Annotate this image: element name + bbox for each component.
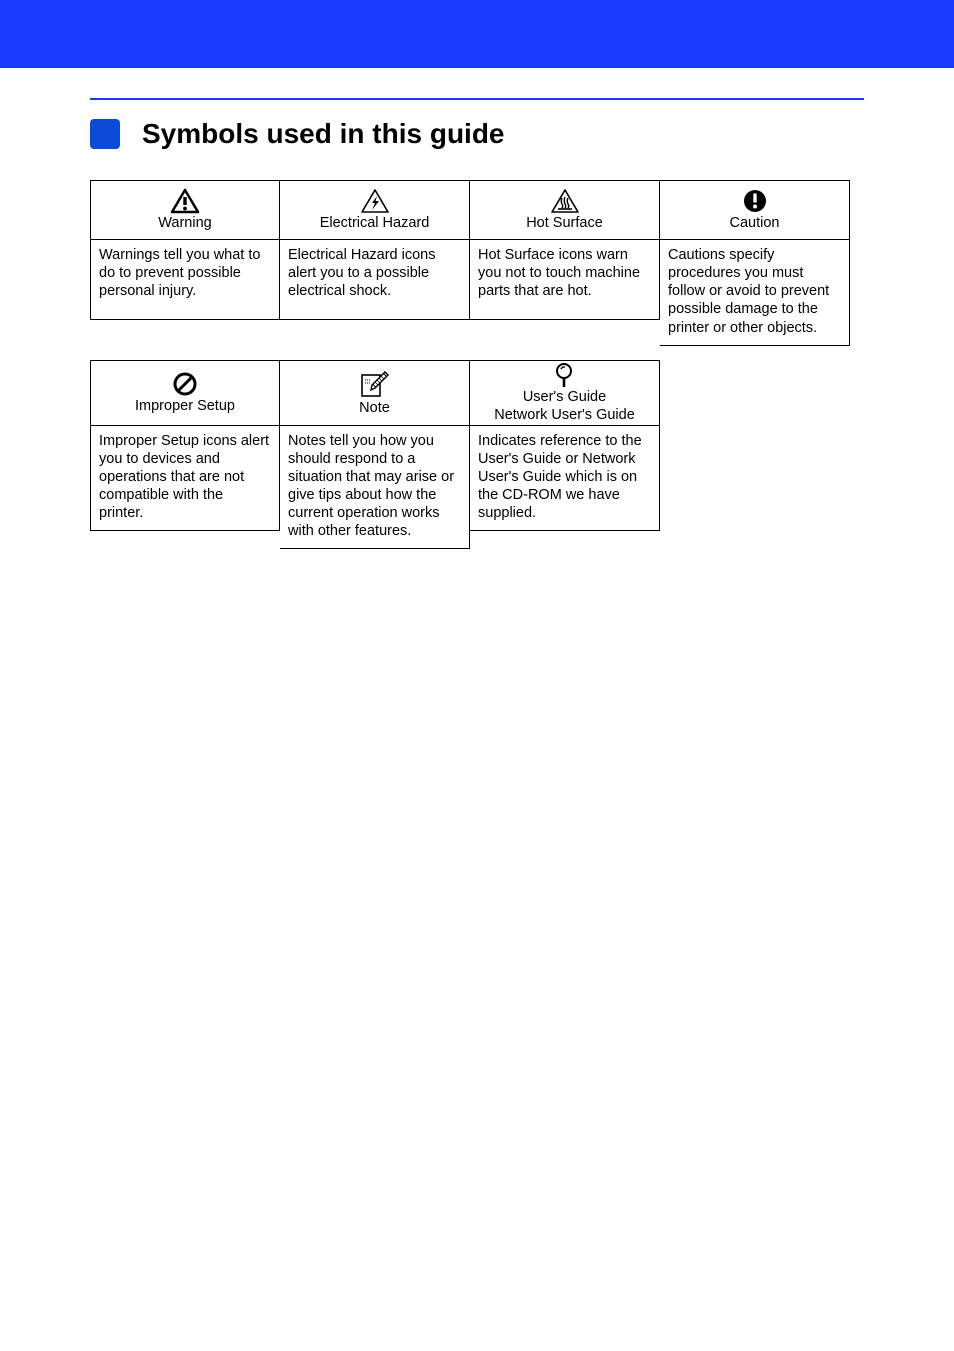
magnifier-icon — [554, 362, 576, 388]
heading-marker — [90, 119, 120, 149]
symbol-description: Cautions specify procedures you must fol… — [660, 240, 850, 346]
symbol-label: Hot Surface — [526, 216, 603, 232]
caution-icon — [742, 188, 768, 214]
note-icon — [359, 369, 391, 399]
symbol-cell-warning: Warning Warnings tell you what to do to … — [90, 180, 280, 346]
symbol-icon-area: Caution — [660, 180, 850, 240]
symbol-label: Caution — [730, 216, 780, 232]
symbol-grid: Warning Warnings tell you what to do to … — [90, 180, 864, 549]
horizontal-rule — [90, 98, 864, 100]
page-title: Symbols used in this guide — [142, 118, 505, 150]
symbol-icon-area: Hot Surface — [470, 180, 660, 240]
symbol-row: Improper Setup Improper Setup icons aler… — [90, 360, 864, 550]
improper-setup-icon — [172, 371, 198, 397]
symbol-icon-area: User's Guide Network User's Guide — [470, 360, 660, 426]
symbol-description: Warnings tell you what to do to prevent … — [90, 240, 280, 320]
hot-surface-icon — [550, 188, 580, 214]
symbol-label: Note — [359, 401, 390, 417]
symbol-cell-users-guide: User's Guide Network User's Guide Indica… — [470, 360, 660, 550]
electrical-hazard-icon — [360, 188, 390, 214]
heading-row: Symbols used in this guide — [90, 118, 864, 150]
symbol-label: Electrical Hazard — [320, 216, 430, 232]
symbol-description: Indicates reference to the User's Guide … — [470, 426, 660, 532]
symbol-label: User's Guide — [523, 390, 606, 406]
symbol-label: Improper Setup — [135, 399, 235, 415]
symbol-cell-note: Note Notes tell you how you should respo… — [280, 360, 470, 550]
symbol-icon-area: Electrical Hazard — [280, 180, 470, 240]
top-brand-bar — [0, 0, 954, 68]
symbol-icon-area: Warning — [90, 180, 280, 240]
warning-icon — [170, 188, 200, 214]
page-content: Symbols used in this guide Warning Warni… — [0, 68, 954, 549]
symbol-description: Electrical Hazard icons alert you to a p… — [280, 240, 470, 320]
symbol-cell-electrical: Electrical Hazard Electrical Hazard icon… — [280, 180, 470, 346]
symbol-cell-improper-setup: Improper Setup Improper Setup icons aler… — [90, 360, 280, 550]
symbol-description: Notes tell you how you should respond to… — [280, 426, 470, 550]
symbol-row: Warning Warnings tell you what to do to … — [90, 180, 864, 346]
symbol-label-secondary: Network User's Guide — [494, 408, 635, 424]
symbol-description: Hot Surface icons warn you not to touch … — [470, 240, 660, 320]
symbol-label: Warning — [158, 216, 211, 232]
symbol-icon-area: Improper Setup — [90, 360, 280, 426]
symbol-description: Improper Setup icons alert you to device… — [90, 426, 280, 532]
symbol-icon-area: Note — [280, 360, 470, 426]
symbol-cell-caution: Caution Cautions specify procedures you … — [660, 180, 850, 346]
symbol-cell-hot-surface: Hot Surface Hot Surface icons warn you n… — [470, 180, 660, 346]
